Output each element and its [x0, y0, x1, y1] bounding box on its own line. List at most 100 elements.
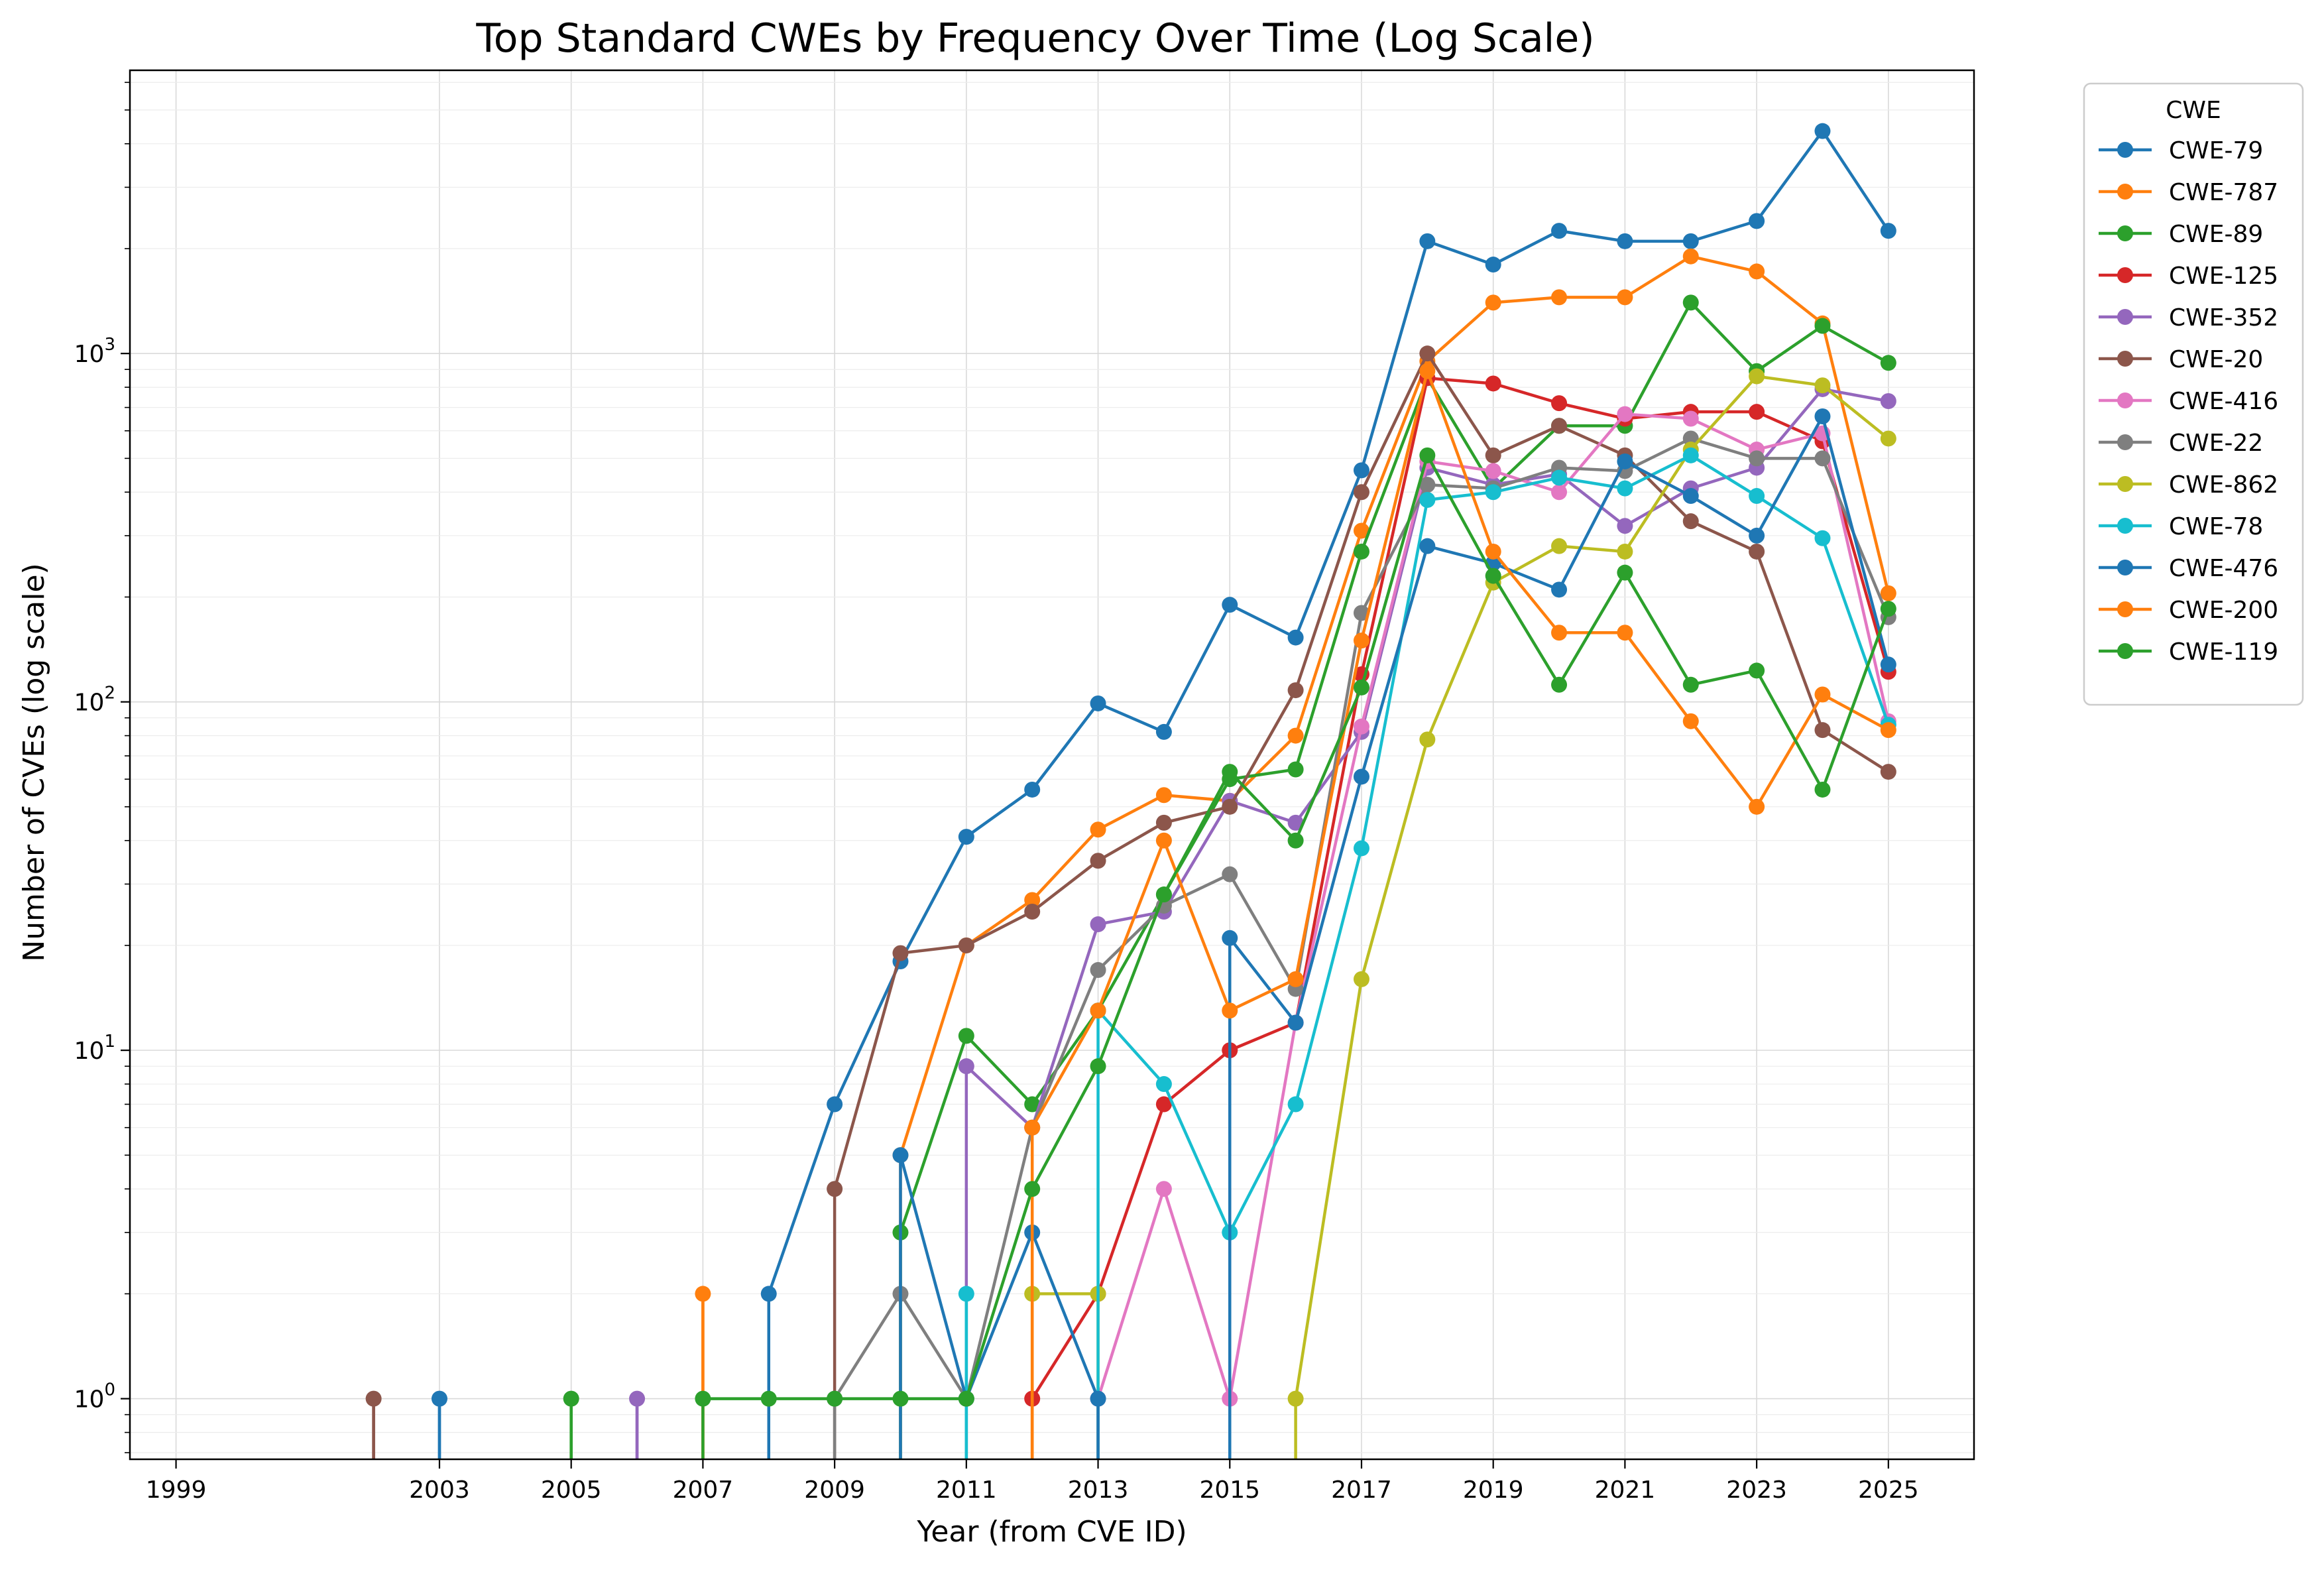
data-point: [1814, 408, 1831, 424]
data-point: [1090, 962, 1106, 979]
data-point: [1287, 1014, 1304, 1031]
data-point: [1353, 971, 1369, 987]
data-point: [1419, 233, 1436, 249]
data-point: [1617, 453, 1633, 469]
series-line: [899, 301, 1889, 1233]
data-point: [1353, 718, 1369, 735]
series-line: [1294, 375, 1890, 1399]
data-point: [1749, 263, 1765, 280]
legend-swatch-marker: [2117, 434, 2133, 450]
data-point: [1485, 294, 1501, 311]
data-point: [1814, 530, 1831, 546]
x-tick-label: 2007: [673, 1477, 734, 1504]
data-point: [1222, 764, 1238, 780]
series-cwe-20: [365, 345, 1896, 1459]
data-point: [1090, 1058, 1106, 1075]
data-point: [892, 945, 909, 961]
data-point: [1617, 289, 1633, 306]
legend-label: CWE-22: [2169, 430, 2263, 457]
legend-item: CWE-416: [2099, 388, 2278, 415]
data-point: [629, 1390, 646, 1407]
data-point: [1287, 682, 1304, 699]
data-point: [1880, 392, 1896, 409]
legend-label: CWE-125: [2169, 263, 2278, 290]
data-point: [1682, 676, 1699, 693]
data-point: [1814, 686, 1831, 703]
data-point: [1024, 1119, 1041, 1136]
data-point: [1485, 463, 1501, 479]
data-point: [1551, 538, 1568, 554]
data-point: [1090, 916, 1106, 933]
legend-label: CWE-78: [2169, 513, 2263, 540]
data-point: [958, 829, 974, 845]
data-point: [1814, 377, 1831, 394]
data-point: [1155, 832, 1172, 849]
legend-swatch-marker: [2117, 351, 2133, 367]
data-point: [1485, 375, 1501, 392]
data-point: [1814, 318, 1831, 334]
data-point: [1551, 469, 1568, 486]
data-point: [1682, 294, 1699, 311]
data-point: [1024, 904, 1041, 920]
x-tick-label: 2021: [1595, 1477, 1656, 1504]
data-point: [1682, 248, 1699, 265]
data-point: [1353, 543, 1369, 560]
data-point: [1353, 840, 1369, 857]
data-point: [1749, 543, 1765, 560]
data-point: [1287, 761, 1304, 778]
data-point: [892, 1390, 909, 1407]
data-point: [760, 1390, 777, 1407]
data-point: [958, 1058, 974, 1075]
data-point: [1353, 768, 1369, 785]
data-point: [1485, 257, 1501, 273]
data-point: [563, 1390, 579, 1407]
legend-title: CWE: [2166, 97, 2221, 124]
data-point: [827, 1096, 843, 1113]
x-tick-label: 2005: [541, 1477, 602, 1504]
legend-item: CWE-476: [2099, 555, 2278, 582]
data-point: [1880, 722, 1896, 739]
data-point: [1419, 447, 1436, 463]
data-point: [1155, 1181, 1172, 1197]
data-point: [1551, 676, 1568, 693]
data-point: [1353, 633, 1369, 649]
x-tick-label: 2015: [1199, 1477, 1260, 1504]
data-point: [1485, 484, 1501, 501]
data-point: [827, 1390, 843, 1407]
x-axis-label: Year (from CVE ID): [916, 1515, 1187, 1549]
data-point: [1090, 821, 1106, 838]
x-tick-label: 2025: [1858, 1477, 1919, 1504]
data-point: [892, 1147, 909, 1164]
data-point: [1287, 727, 1304, 744]
data-point: [365, 1390, 382, 1407]
y-axis: 100 101 102 103: [74, 82, 130, 1453]
data-point: [1222, 798, 1238, 815]
data-point: [1353, 679, 1369, 695]
data-point: [1090, 695, 1106, 711]
data-point: [1880, 656, 1896, 673]
data-point: [1617, 406, 1633, 422]
data-point: [1880, 764, 1896, 780]
data-point: [760, 1286, 777, 1302]
legend-label: CWE-787: [2169, 179, 2278, 206]
data-point: [1155, 814, 1172, 831]
data-point: [1749, 662, 1765, 679]
series-line: [899, 255, 1890, 1156]
legend-swatch-marker: [2117, 309, 2133, 325]
data-point: [1551, 581, 1568, 598]
legend-item: CWE-200: [2099, 597, 2278, 624]
legend-swatch-marker: [2117, 184, 2133, 200]
data-point: [1419, 491, 1436, 508]
data-point: [1222, 930, 1238, 946]
data-point: [1551, 625, 1568, 641]
data-point: [1024, 1096, 1041, 1113]
x-tick-label: 2017: [1331, 1477, 1392, 1504]
legend-swatch-marker: [2117, 392, 2133, 408]
data-point: [1880, 585, 1896, 601]
x-tick-label: 2019: [1463, 1477, 1524, 1504]
data-point: [1024, 1181, 1041, 1197]
legend-box: [2083, 82, 2304, 706]
y-tick-label: 101: [74, 1032, 115, 1065]
data-point: [1222, 1002, 1238, 1019]
